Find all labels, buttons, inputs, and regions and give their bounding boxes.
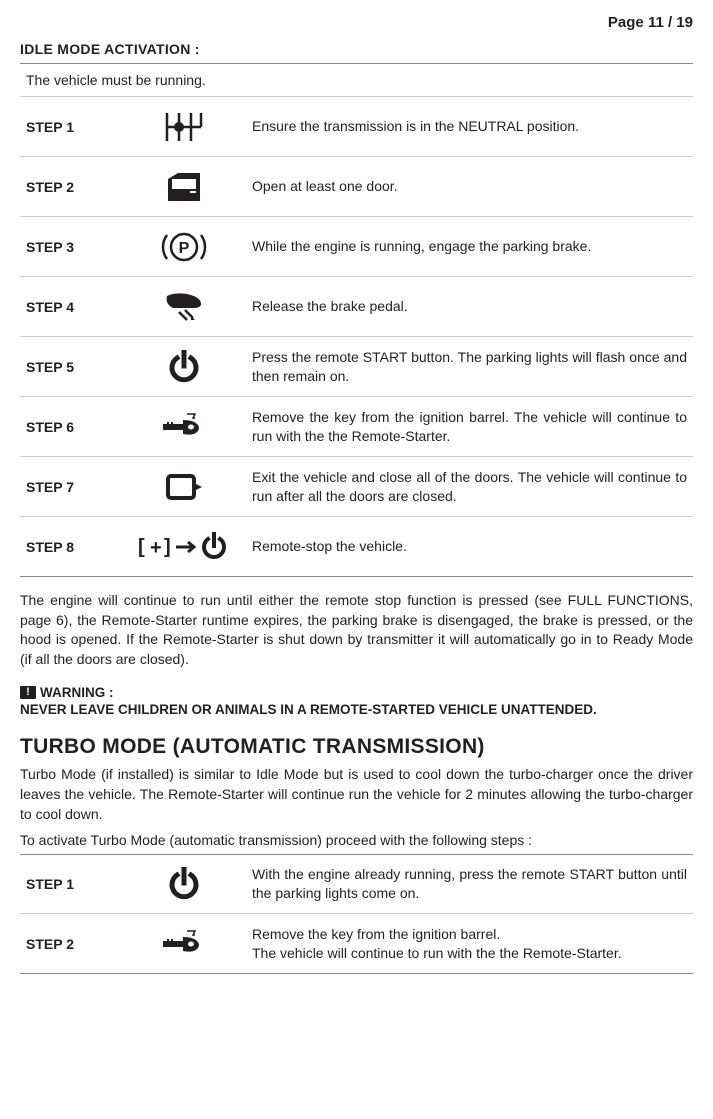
warning-text: NEVER LEAVE CHILDREN OR ANIMALS IN A REM… bbox=[20, 702, 693, 717]
idle-body: The engine will continue to run until ei… bbox=[20, 591, 693, 669]
step-row: STEP 6 Remove the key from the ignition … bbox=[20, 397, 693, 457]
step-row: STEP 2 Open at least one door. bbox=[20, 157, 693, 217]
svg-text:+: + bbox=[150, 537, 162, 559]
step-row: STEP 1 Ensure the transmission is in the… bbox=[20, 97, 693, 157]
step-label: STEP 2 bbox=[26, 179, 116, 195]
turbo-intro: Turbo Mode (if installed) is similar to … bbox=[20, 765, 693, 824]
step-label: STEP 4 bbox=[26, 299, 116, 315]
idle-intro: The vehicle must be running. bbox=[20, 63, 693, 97]
step-text: Press the remote START button. The parki… bbox=[252, 348, 687, 386]
step-label: STEP 8 bbox=[26, 539, 116, 555]
step-row: STEP 4 Release the brake pedal. bbox=[20, 277, 693, 337]
step-text: Exit the vehicle and close all of the do… bbox=[252, 468, 687, 506]
svg-text:P: P bbox=[179, 240, 190, 257]
step-label: STEP 5 bbox=[26, 359, 116, 375]
warning-icon: ! bbox=[20, 686, 36, 699]
door-icon bbox=[124, 171, 244, 203]
exit-door-icon bbox=[124, 472, 244, 502]
turbo-lead: To activate Turbo Mode (automatic transm… bbox=[20, 832, 693, 848]
key-out-icon bbox=[124, 927, 244, 961]
step-label: STEP 2 bbox=[26, 936, 116, 952]
step-label: STEP 7 bbox=[26, 479, 116, 495]
step-row: STEP 5 Press the remote START button. Th… bbox=[20, 337, 693, 397]
park-brake-icon: P bbox=[124, 229, 244, 265]
step-row: STEP 3 P While the engine is running, en… bbox=[20, 217, 693, 277]
key-out-icon bbox=[124, 410, 244, 444]
warning-label-text: WARNING : bbox=[40, 685, 114, 700]
step-row: STEP 2 Remove the key from the ignition … bbox=[20, 914, 693, 974]
svg-text:[: [ bbox=[138, 536, 145, 558]
page-number: Page 11 / 19 bbox=[20, 14, 693, 31]
step-row: STEP 7 Exit the vehicle and close all of… bbox=[20, 457, 693, 517]
idle-header: IDLE MODE ACTIVATION : bbox=[20, 41, 693, 57]
step-label: STEP 6 bbox=[26, 419, 116, 435]
neutral-icon bbox=[124, 109, 244, 145]
step-label: STEP 1 bbox=[26, 119, 116, 135]
step-label: STEP 1 bbox=[26, 876, 116, 892]
power-icon bbox=[124, 867, 244, 901]
step-text: While the engine is running, engage the … bbox=[252, 237, 687, 256]
remote-stop-icon: [ + ] bbox=[124, 531, 244, 563]
step-text: Ensure the transmission is in the NEUTRA… bbox=[252, 117, 687, 136]
svg-text:]: ] bbox=[164, 536, 171, 558]
step-text: Remote-stop the vehicle. bbox=[252, 537, 687, 556]
warning-label: ! WARNING : bbox=[20, 685, 114, 700]
step-text: Release the brake pedal. bbox=[252, 297, 687, 316]
step-text: Remove the key from the ignition barrel.… bbox=[252, 408, 687, 446]
step-text: Open at least one door. bbox=[252, 177, 687, 196]
step-label: STEP 3 bbox=[26, 239, 116, 255]
turbo-title: TURBO MODE (AUTOMATIC TRANSMISSION) bbox=[20, 735, 693, 759]
step-row: STEP 1 With the engine already running, … bbox=[20, 854, 693, 914]
step-text: With the engine already running, press t… bbox=[252, 865, 687, 903]
warning-block: ! WARNING : NEVER LEAVE CHILDREN OR ANIM… bbox=[20, 683, 693, 717]
power-icon bbox=[124, 350, 244, 384]
foot-pedal-icon bbox=[124, 290, 244, 324]
step-text: Remove the key from the ignition barrel.… bbox=[252, 925, 687, 963]
step-row: STEP 8 [ + ] Remote-stop the vehicle. bbox=[20, 517, 693, 577]
